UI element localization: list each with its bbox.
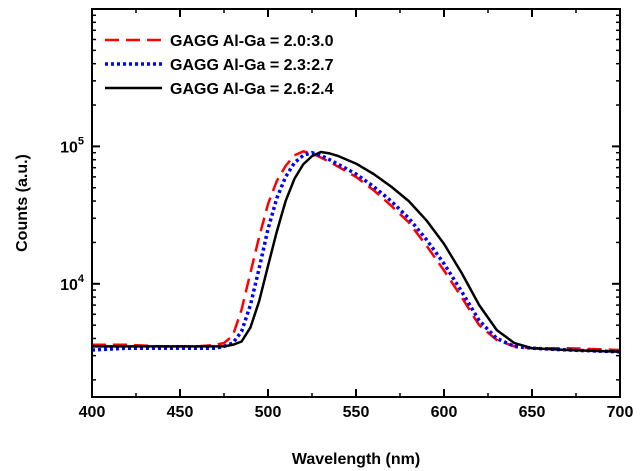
x-tick-label: 700 bbox=[607, 404, 634, 421]
x-tick-label: 450 bbox=[167, 404, 194, 421]
series-line bbox=[92, 150, 620, 352]
legend-label: GAGG Al-Ga = 2.3:2.7 bbox=[170, 57, 334, 74]
legend-label: GAGG Al-Ga = 2.0:3.0 bbox=[170, 33, 334, 50]
series-line bbox=[92, 150, 620, 354]
series-line bbox=[92, 150, 620, 354]
legend-label: GAGG Al-Ga = 2.6:2.4 bbox=[170, 81, 334, 98]
legend: GAGG Al-Ga = 2.0:3.0 GAGG Al-Ga = 2.3:2.7… bbox=[105, 33, 334, 98]
x-axis-title: Wavelength (nm) bbox=[292, 451, 420, 468]
y-tick-label: 104 bbox=[60, 273, 85, 294]
y-axis-title: Counts (a.u.) bbox=[14, 154, 31, 252]
y-axis: 104 105 bbox=[60, 8, 620, 381]
x-tick-label: 650 bbox=[519, 404, 546, 421]
x-tick-label: 550 bbox=[343, 404, 370, 421]
x-tick-label: 500 bbox=[255, 404, 282, 421]
x-tick-label: 600 bbox=[431, 404, 458, 421]
x-tick-label: 400 bbox=[79, 404, 106, 421]
series-layer bbox=[92, 150, 620, 354]
y-tick-label: 105 bbox=[60, 135, 84, 156]
x-axis: 400 450 500 550 600 650 700 bbox=[79, 9, 634, 421]
